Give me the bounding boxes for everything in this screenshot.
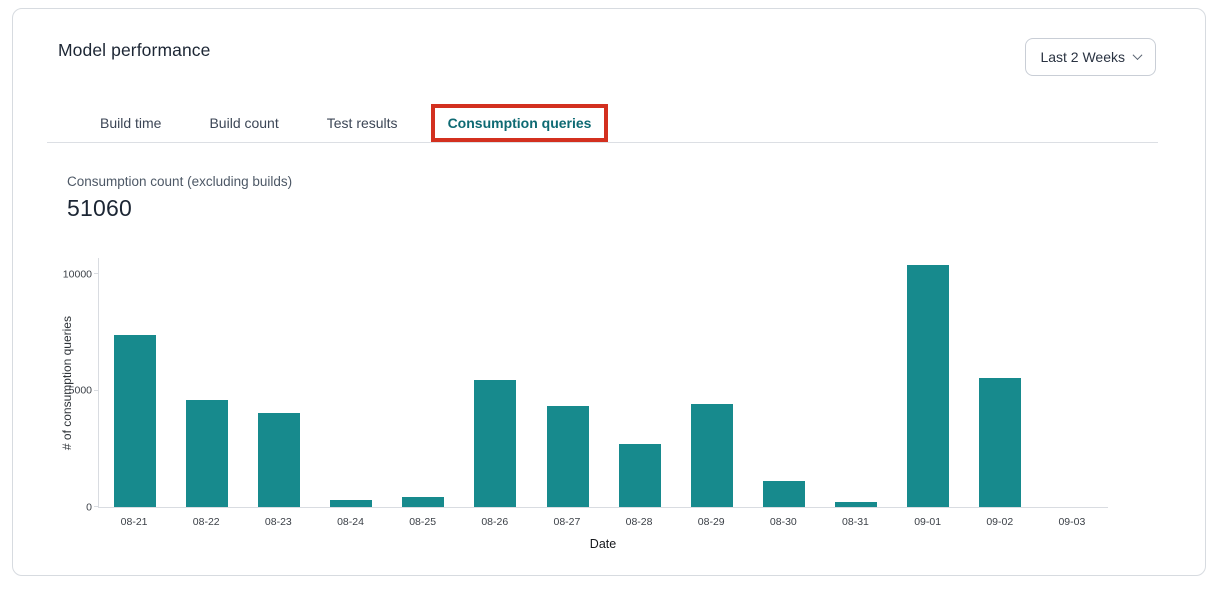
metric-value: 51060 [67,195,132,221]
bar-slot [892,265,964,507]
x-tick-label: 08-23 [264,516,292,528]
bar-slot [459,380,531,507]
bar-08-27[interactable] [546,406,589,507]
x-tick-label: 08-28 [625,516,653,528]
bar-08-29[interactable] [690,404,733,507]
bar-slot [820,502,892,507]
x-tick-label: 08-31 [842,516,869,528]
x-tick-label: 08-30 [769,516,797,528]
x-tick-label: 08-25 [409,516,437,528]
x-tick-label: 09-01 [914,516,942,528]
metric-label: Consumption count (excluding builds) [67,174,293,189]
page-title: Model performance [58,40,211,60]
bar-08-28[interactable] [618,444,661,507]
y-tick-label: 0 [86,500,92,513]
x-tick-label: 08-27 [553,516,581,528]
x-tick-label: 08-21 [120,516,148,528]
plot-area: 0 5000 10000 [63,258,1108,512]
bar-slot [99,335,171,507]
date-range-value: Last 2 Weeks [1040,49,1125,65]
bar-09-02[interactable] [978,378,1021,507]
y-tick-label: 10000 [62,268,92,281]
model-performance-card: Model performance Last 2 Weeks Build tim… [12,8,1206,576]
bar-08-26[interactable] [474,380,517,507]
bar-slot [315,500,387,507]
tab-test-results[interactable]: Test results [326,115,398,131]
x-tick-label: 09-02 [986,516,1014,528]
x-tick-label: 09-03 [1058,516,1086,528]
y-tick-label: 5000 [68,384,92,397]
chevron-down-icon [1132,49,1143,60]
bar-slot [387,497,459,507]
bar-08-31[interactable] [834,502,877,507]
bar-slot [243,413,315,507]
bar-08-24[interactable] [330,500,373,507]
tab-build-count[interactable]: Build count [209,115,279,131]
x-tick-label: 08-24 [337,516,364,528]
bar-slot [171,400,243,507]
x-tick-label: 08-29 [697,516,725,528]
bar-slot [604,444,676,507]
bar-slot [964,378,1036,507]
bar-09-01[interactable] [906,265,949,507]
y-tick-mark [94,506,98,507]
tab-consumption-queries[interactable]: Consumption queries [447,115,592,131]
bar-slot [748,481,820,507]
bar-08-22[interactable] [186,400,229,507]
y-axis-title: # of consumption queries [60,315,74,451]
tab-bar: Build time Build count Test results Cons… [47,104,1158,143]
x-tick-label: 08-26 [481,516,509,528]
x-tick-label: 08-22 [192,516,220,528]
bar-08-23[interactable] [258,413,301,507]
tab-build-time[interactable]: Build time [100,115,162,131]
bar-slot [676,404,748,507]
bar-08-30[interactable] [762,481,805,507]
annotation-highlight-box: Consumption queries [430,104,609,142]
bar-08-25[interactable] [402,497,445,507]
y-tick-mark [94,389,98,391]
x-axis-tick-row: 08-21 08-22 08-23 08-24 08-25 08-26 08-27 08-28… [98,516,1108,528]
bar-slot [531,406,603,507]
bar-08-21[interactable] [114,335,157,507]
x-axis-title: Date [589,537,617,551]
y-tick-mark [94,273,98,275]
date-range-dropdown[interactable]: Last 2 Weeks [1025,38,1156,76]
